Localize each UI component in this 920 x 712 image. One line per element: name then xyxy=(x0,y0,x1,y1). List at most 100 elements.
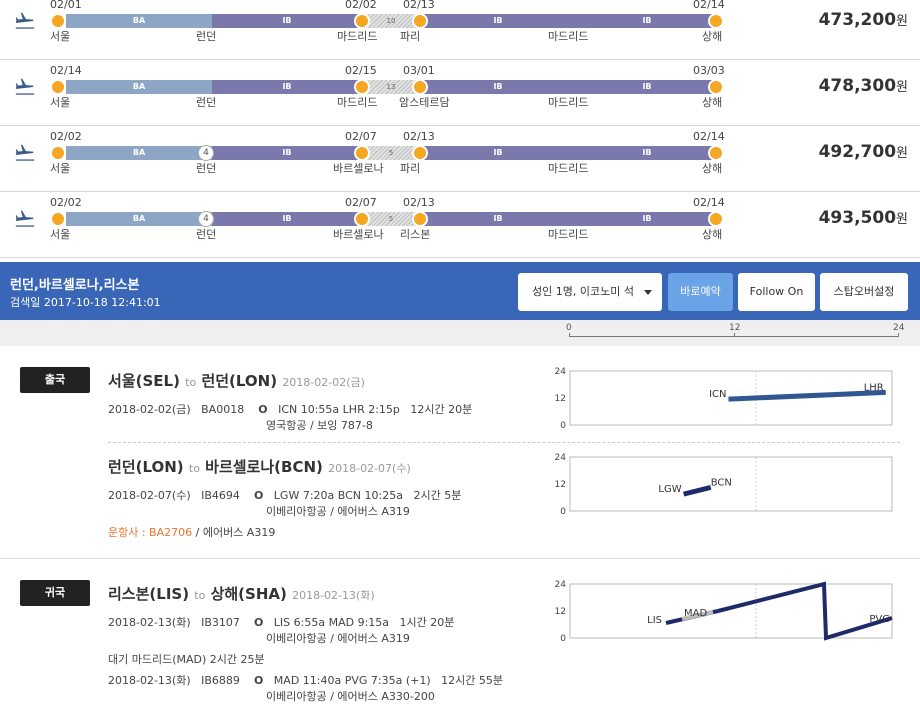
segment-airline-label: IB xyxy=(493,16,503,25)
flight-times: MAD 11:40a PVG 7:35a (+1) xyxy=(273,674,431,687)
flight-date: 2018-02-02(금) xyxy=(108,403,191,416)
chart-y-tick: 12 xyxy=(555,394,566,404)
airplane-icon xyxy=(15,12,35,29)
price-currency: 원 xyxy=(896,14,908,29)
segment-date: 03/03 xyxy=(693,64,725,77)
segment-airline-label: IB xyxy=(282,214,292,223)
segment-city: 상해 xyxy=(702,228,723,241)
chart-airport-label: MAD xyxy=(684,608,707,619)
segment-city: 마드리드 xyxy=(548,228,589,241)
itinerary-row[interactable]: BA IB 5 IB IB 4 02/02 02/07 02/13 02/14 서울 런던 바르셀로나 리… xyxy=(0,192,920,258)
flight-segment-bar: IB xyxy=(576,146,718,160)
segment-airline-label: BA xyxy=(132,214,146,223)
operator-note: 운항사 : BA2706 / 에어버스 A319 xyxy=(108,524,275,540)
flight-segment-bar: IB xyxy=(420,212,576,226)
segment-city: 런던 xyxy=(196,228,217,241)
passenger-select[interactable]: 성인 1명, 이코노미 석 xyxy=(518,273,662,311)
stop-node xyxy=(708,211,724,227)
flight-segment-bar: BA xyxy=(66,14,212,28)
flight-carrier: 이베리아항공 / 에어버스 A319 xyxy=(266,505,410,518)
flight-segment-bar: IB xyxy=(420,14,576,28)
flight-duration: 12시간 20분 xyxy=(410,403,473,416)
timescale-tick-mark xyxy=(734,333,735,337)
timescale-tick-0: 0 xyxy=(566,323,572,333)
flight-number: IB3107 xyxy=(201,616,240,629)
chart-frame xyxy=(569,583,893,639)
chart-airport-label: LHR xyxy=(864,382,884,393)
stop-node xyxy=(412,13,428,29)
flight-segment-bar: 13 xyxy=(362,80,420,94)
segment-date: 02/14 xyxy=(693,0,725,11)
operator-link[interactable]: 운항사 : BA2706 xyxy=(108,526,193,539)
itinerary-row[interactable]: BA IB 13 IB IB 02/14 02/15 03/01 03/03 서울 런던 마드리드 암스… xyxy=(0,60,920,126)
segment-city: 바르셀로나 xyxy=(333,162,384,175)
segment-airline-label: 5 xyxy=(388,215,394,223)
timescale-tick-mark xyxy=(898,333,899,337)
itinerary-row[interactable]: BA IB 10 IB IB 02/01 02/02 02/13 02/14 서울 런던 마드리드 파리… xyxy=(0,0,920,60)
chart-airport-label: ICN xyxy=(709,389,726,400)
leg-origin: 리스본(LIS) xyxy=(108,585,190,603)
segment-airline-label: IB xyxy=(282,148,292,157)
segment-city: 바르셀로나 xyxy=(333,228,384,241)
segment-city: 마드리드 xyxy=(337,30,378,43)
flight-times: LIS 6:55a MAD 9:15a xyxy=(273,616,390,629)
flight-marker: O xyxy=(253,616,264,629)
timescale-tick-mark xyxy=(569,333,570,337)
leg-title: 서울(SEL) to 런던(LON) 2018-02-02(금) xyxy=(108,370,365,391)
segment-date: 02/07 xyxy=(345,130,377,143)
follow-on-button[interactable]: Follow On xyxy=(738,273,815,311)
search-date: 검색일 2017-10-18 12:41:01 xyxy=(10,296,161,309)
segment-city: 마드리드 xyxy=(548,96,589,109)
leg-date: 2018-02-07(수) xyxy=(328,462,411,475)
flight-times: LGW 7:20a BCN 10:25a xyxy=(273,489,403,502)
chart-airport-label: LGW xyxy=(658,484,681,495)
flight-carrier: 이베리아항공 / 에어버스 A330-200 xyxy=(266,690,435,703)
segment-city: 마드리드 xyxy=(548,30,589,43)
segment-city: 마드리드 xyxy=(548,162,589,175)
flight-segment-bar: 10 xyxy=(362,14,420,28)
timescale-tick-12: 12 xyxy=(729,323,741,333)
segment-date: 02/13 xyxy=(403,196,435,209)
layover-note: 대기 마드리드(MAD) 2시간 25분 xyxy=(108,653,265,666)
segment-airline-label: BA xyxy=(132,148,146,157)
stop-node xyxy=(354,79,370,95)
itinerary-row[interactable]: BA IB 5 IB IB 4 02/02 02/07 02/13 02/14 서울 런던 바르셀로나 파… xyxy=(0,126,920,192)
segment-airline-label: BA xyxy=(132,82,146,91)
airplane-icon xyxy=(15,78,35,95)
stop-node xyxy=(354,145,370,161)
leg-time-chart: 24 12 0 ICN LHR xyxy=(555,367,893,431)
leg-origin: 서울(SEL) xyxy=(108,372,180,390)
segment-date: 02/13 xyxy=(403,0,435,11)
book-now-button[interactable]: 바로예약 xyxy=(668,273,733,311)
leg-to-word: to xyxy=(188,462,200,475)
segment-airline-label: 13 xyxy=(386,83,396,91)
flight-segment-bar: 5 xyxy=(362,146,420,160)
segment-city: 마드리드 xyxy=(337,96,378,109)
flight-segment-bar: IB xyxy=(576,80,718,94)
stopover-settings-button[interactable]: 스탑오버설정 xyxy=(820,273,908,311)
flight-segment-bar: BA xyxy=(66,212,212,226)
chart-y-tick: 0 xyxy=(560,634,566,644)
segment-airline-label: IB xyxy=(642,16,652,25)
chart-y-tick: 24 xyxy=(555,580,567,590)
stop-node xyxy=(50,211,66,227)
price-currency: 원 xyxy=(896,146,908,161)
leg-date: 2018-02-02(금) xyxy=(282,376,365,389)
passenger-select-label: 성인 1명, 이코노미 석 xyxy=(532,285,634,298)
section-divider xyxy=(0,558,920,559)
flight-time-line xyxy=(717,581,893,641)
airplane-icon xyxy=(15,144,35,161)
flight-segment-bar: IB xyxy=(212,146,362,160)
flight-duration: 1시간 20분 xyxy=(399,616,455,629)
flight-date: 2018-02-13(화) xyxy=(108,616,191,629)
segment-date: 02/14 xyxy=(693,196,725,209)
flight-segment-bar: 5 xyxy=(362,212,420,226)
flight-segment-bar: IB xyxy=(576,14,718,28)
leg-title: 리스본(LIS) to 상해(SHA) 2018-02-13(화) xyxy=(108,583,375,604)
leg-time-chart: 24 12 0 LIS MAD PVG xyxy=(555,580,893,644)
leg-to-word: to xyxy=(185,376,197,389)
price-amount: 478,300 xyxy=(818,76,897,96)
flight-line: 2018-02-02(금) BA0018 O ICN 10:55a LHR 2:… xyxy=(108,401,472,417)
chart-airport-label: BCN xyxy=(711,477,732,488)
flight-segment-bar: IB xyxy=(420,146,576,160)
